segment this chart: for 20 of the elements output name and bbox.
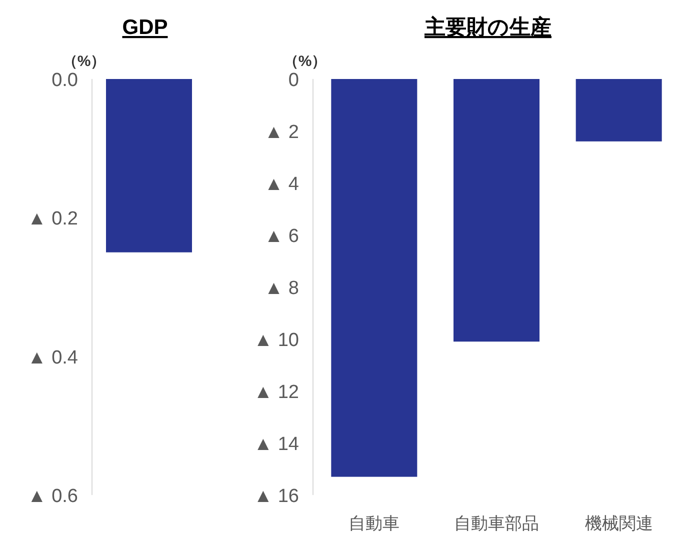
y-tick-label: ▲ 0.6 <box>28 486 78 507</box>
y-axis-title: （%） <box>62 53 106 70</box>
x-tick-label: 自動車部品 <box>454 514 539 533</box>
y-tick-label: ▲ 10 <box>254 330 299 351</box>
y-tick-label: 0.0 <box>52 70 78 91</box>
y-tick-label: ▲ 2 <box>264 122 299 143</box>
chart-title: 主要財の生産 <box>424 15 552 39</box>
y-tick-label: ▲ 12 <box>254 382 299 403</box>
y-tick-label: ▲ 16 <box>254 486 299 507</box>
x-tick-label: 機械関連 <box>584 514 653 533</box>
y-tick-label: ▲ 4 <box>264 174 300 195</box>
y-tick-label: 0 <box>288 70 299 91</box>
chart-title: GDP <box>122 16 168 39</box>
y-axis-title: （%） <box>283 53 327 70</box>
x-tick-label: 自動車 <box>348 514 400 533</box>
y-tick-label: ▲ 14 <box>254 434 300 455</box>
y-tick-label: ▲ 0.2 <box>28 208 78 230</box>
y-tick-label: ▲ 0.4 <box>28 347 78 368</box>
y-tick-label: ▲ 6 <box>264 226 299 247</box>
y-tick-label: ▲ 8 <box>264 278 299 299</box>
